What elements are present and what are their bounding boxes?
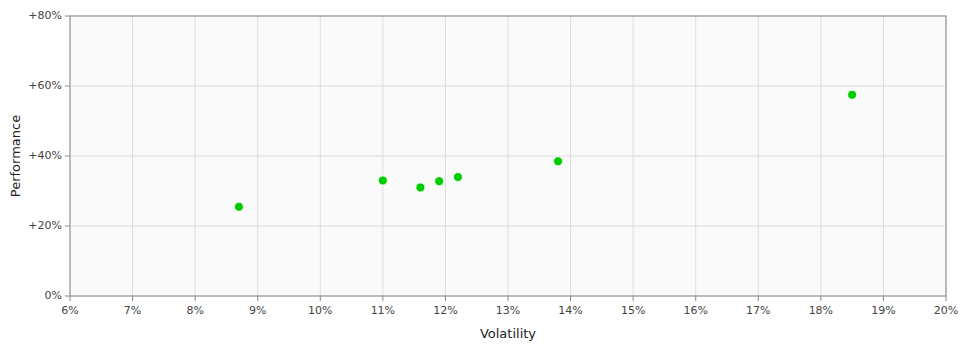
- x-tick-label: 6%: [61, 304, 78, 317]
- scatter-point: [416, 183, 425, 192]
- x-tick: [570, 296, 571, 301]
- x-tick-label: 7%: [124, 304, 141, 317]
- scatter-point: [554, 157, 563, 166]
- y-tick: [65, 156, 70, 157]
- axes: 6% 7% 8% 9% 10% 11% 12% 13% 14% 15% 16% 17% 18% 19% 20…: [28, 9, 958, 317]
- x-tick: [633, 296, 634, 301]
- x-tick-label: 19%: [871, 304, 895, 317]
- x-tick-label: 13%: [496, 304, 520, 317]
- y-tick-label: 0%: [45, 289, 62, 302]
- x-tick-label: 11%: [371, 304, 395, 317]
- plot-background: [70, 16, 946, 296]
- y-tick-label: +60%: [28, 79, 62, 92]
- x-tick-label: 8%: [186, 304, 203, 317]
- x-tick-label: 12%: [433, 304, 457, 317]
- plot-frame: [70, 16, 946, 296]
- x-tick: [70, 296, 71, 301]
- x-tick: [445, 296, 446, 301]
- y-grid-line: [70, 156, 946, 157]
- scatter-point: [234, 202, 243, 211]
- x-tick-label: 10%: [308, 304, 332, 317]
- grid: [70, 16, 946, 296]
- x-tick-label: 15%: [621, 304, 645, 317]
- x-tick: [257, 296, 258, 301]
- x-tick: [320, 296, 321, 301]
- x-tick: [195, 296, 196, 301]
- x-tick-label: 18%: [809, 304, 833, 317]
- x-tick: [883, 296, 884, 301]
- x-tick-label: 14%: [558, 304, 582, 317]
- x-tick: [820, 296, 821, 301]
- x-tick: [946, 296, 947, 301]
- y-tick-label: +80%: [28, 9, 62, 22]
- x-tick-label: 16%: [683, 304, 707, 317]
- y-tick: [65, 86, 70, 87]
- scatter-point: [848, 90, 857, 99]
- y-tick-label: +40%: [28, 149, 62, 162]
- scatter-point: [435, 177, 444, 186]
- x-tick: [508, 296, 509, 301]
- page: Scatter chart html, body { margin: 0; pa…: [0, 0, 966, 350]
- y-tick: [65, 226, 70, 227]
- x-tick: [695, 296, 696, 301]
- x-tick-label: 20%: [934, 304, 958, 317]
- chart-container: 6% 7% 8% 9% 10% 11% 12% 13% 14% 15% 16% 17% 18% 19% 20…: [0, 0, 966, 350]
- scatter-point: [378, 176, 387, 185]
- scatter-point: [453, 173, 462, 182]
- x-tick-label: 17%: [746, 304, 770, 317]
- x-tick: [758, 296, 759, 301]
- y-axis-label: Performance: [8, 115, 23, 197]
- x-tick-label: 9%: [249, 304, 266, 317]
- x-tick: [382, 296, 383, 301]
- page-body: {"chart_data": {"type": "scatter", "xlab…: [0, 0, 966, 350]
- points: [234, 90, 856, 211]
- y-grid-line: [70, 86, 946, 87]
- y-tick-label: +20%: [28, 219, 62, 232]
- chart-svg: 6% 7% 8% 9% 10% 11% 12% 13% 14% 15% 16% 17% 18% 19% 20…: [0, 0, 966, 350]
- x-tick: [132, 296, 133, 301]
- y-tick: [65, 16, 70, 17]
- x-axis-label: Volatility: [480, 326, 536, 341]
- y-grid-line: [70, 226, 946, 227]
- y-tick: [65, 296, 70, 297]
